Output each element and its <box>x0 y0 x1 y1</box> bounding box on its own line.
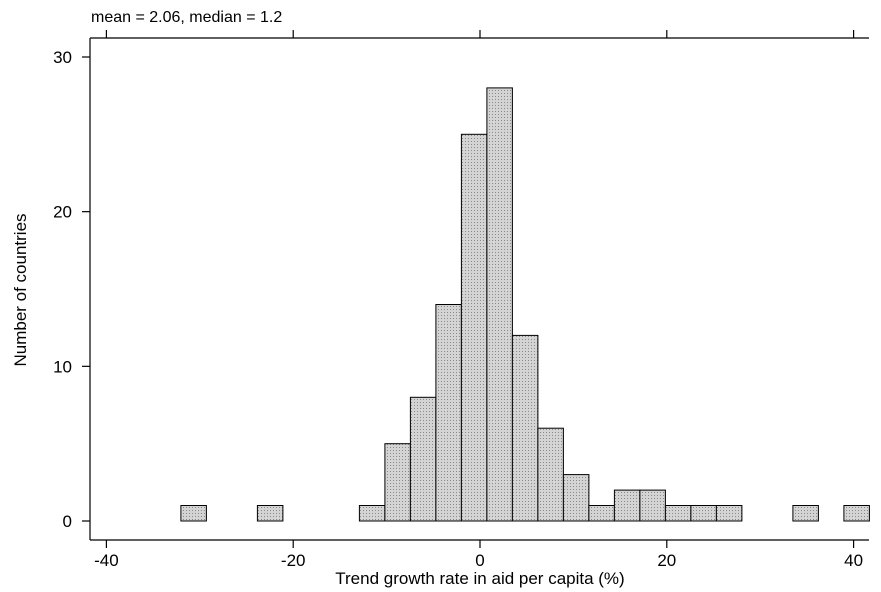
x-tick-label: -40 <box>94 551 119 570</box>
histogram-bar <box>486 87 513 522</box>
y-axis-ticks: 0 10 20 30 <box>53 48 90 531</box>
histogram-bar <box>562 474 590 522</box>
histogram-bar <box>180 505 207 522</box>
histogram-bar <box>588 505 615 522</box>
y-tick-label: 20 <box>53 203 72 222</box>
y-tick-label: 10 <box>53 357 72 376</box>
histogram-bar <box>409 396 437 522</box>
histogram-bar <box>639 489 666 522</box>
x-axis-title: Trend growth rate in aid per capita (%) <box>335 569 624 588</box>
histogram-bar <box>358 505 386 522</box>
x-tick-label: 20 <box>657 551 676 570</box>
histogram-bar <box>690 505 717 522</box>
y-axis-title: Number of countries <box>11 213 30 366</box>
x-tick-label: 0 <box>475 551 484 570</box>
x-axis-ticks: -40 -20 0 20 40 <box>94 30 863 570</box>
histogram-bar <box>843 505 870 522</box>
histogram-bar <box>715 505 743 522</box>
histogram-bar <box>613 489 641 522</box>
y-tick-label: 0 <box>63 512 72 531</box>
y-tick-label: 30 <box>53 48 72 67</box>
histogram-bar <box>460 133 488 522</box>
summary-statistics-note: mean = 2.06, median = 1.2 <box>91 9 282 26</box>
histogram-bar <box>792 505 819 522</box>
histogram-bar <box>384 443 411 522</box>
histogram-bar <box>511 334 539 522</box>
histogram-bar <box>537 427 564 522</box>
histogram-bars <box>180 87 870 522</box>
x-tick-label: -20 <box>281 551 306 570</box>
x-tick-label: 40 <box>844 551 863 570</box>
histogram-bar <box>664 505 692 522</box>
histogram-bar <box>256 505 284 522</box>
histogram-bar <box>435 304 462 522</box>
